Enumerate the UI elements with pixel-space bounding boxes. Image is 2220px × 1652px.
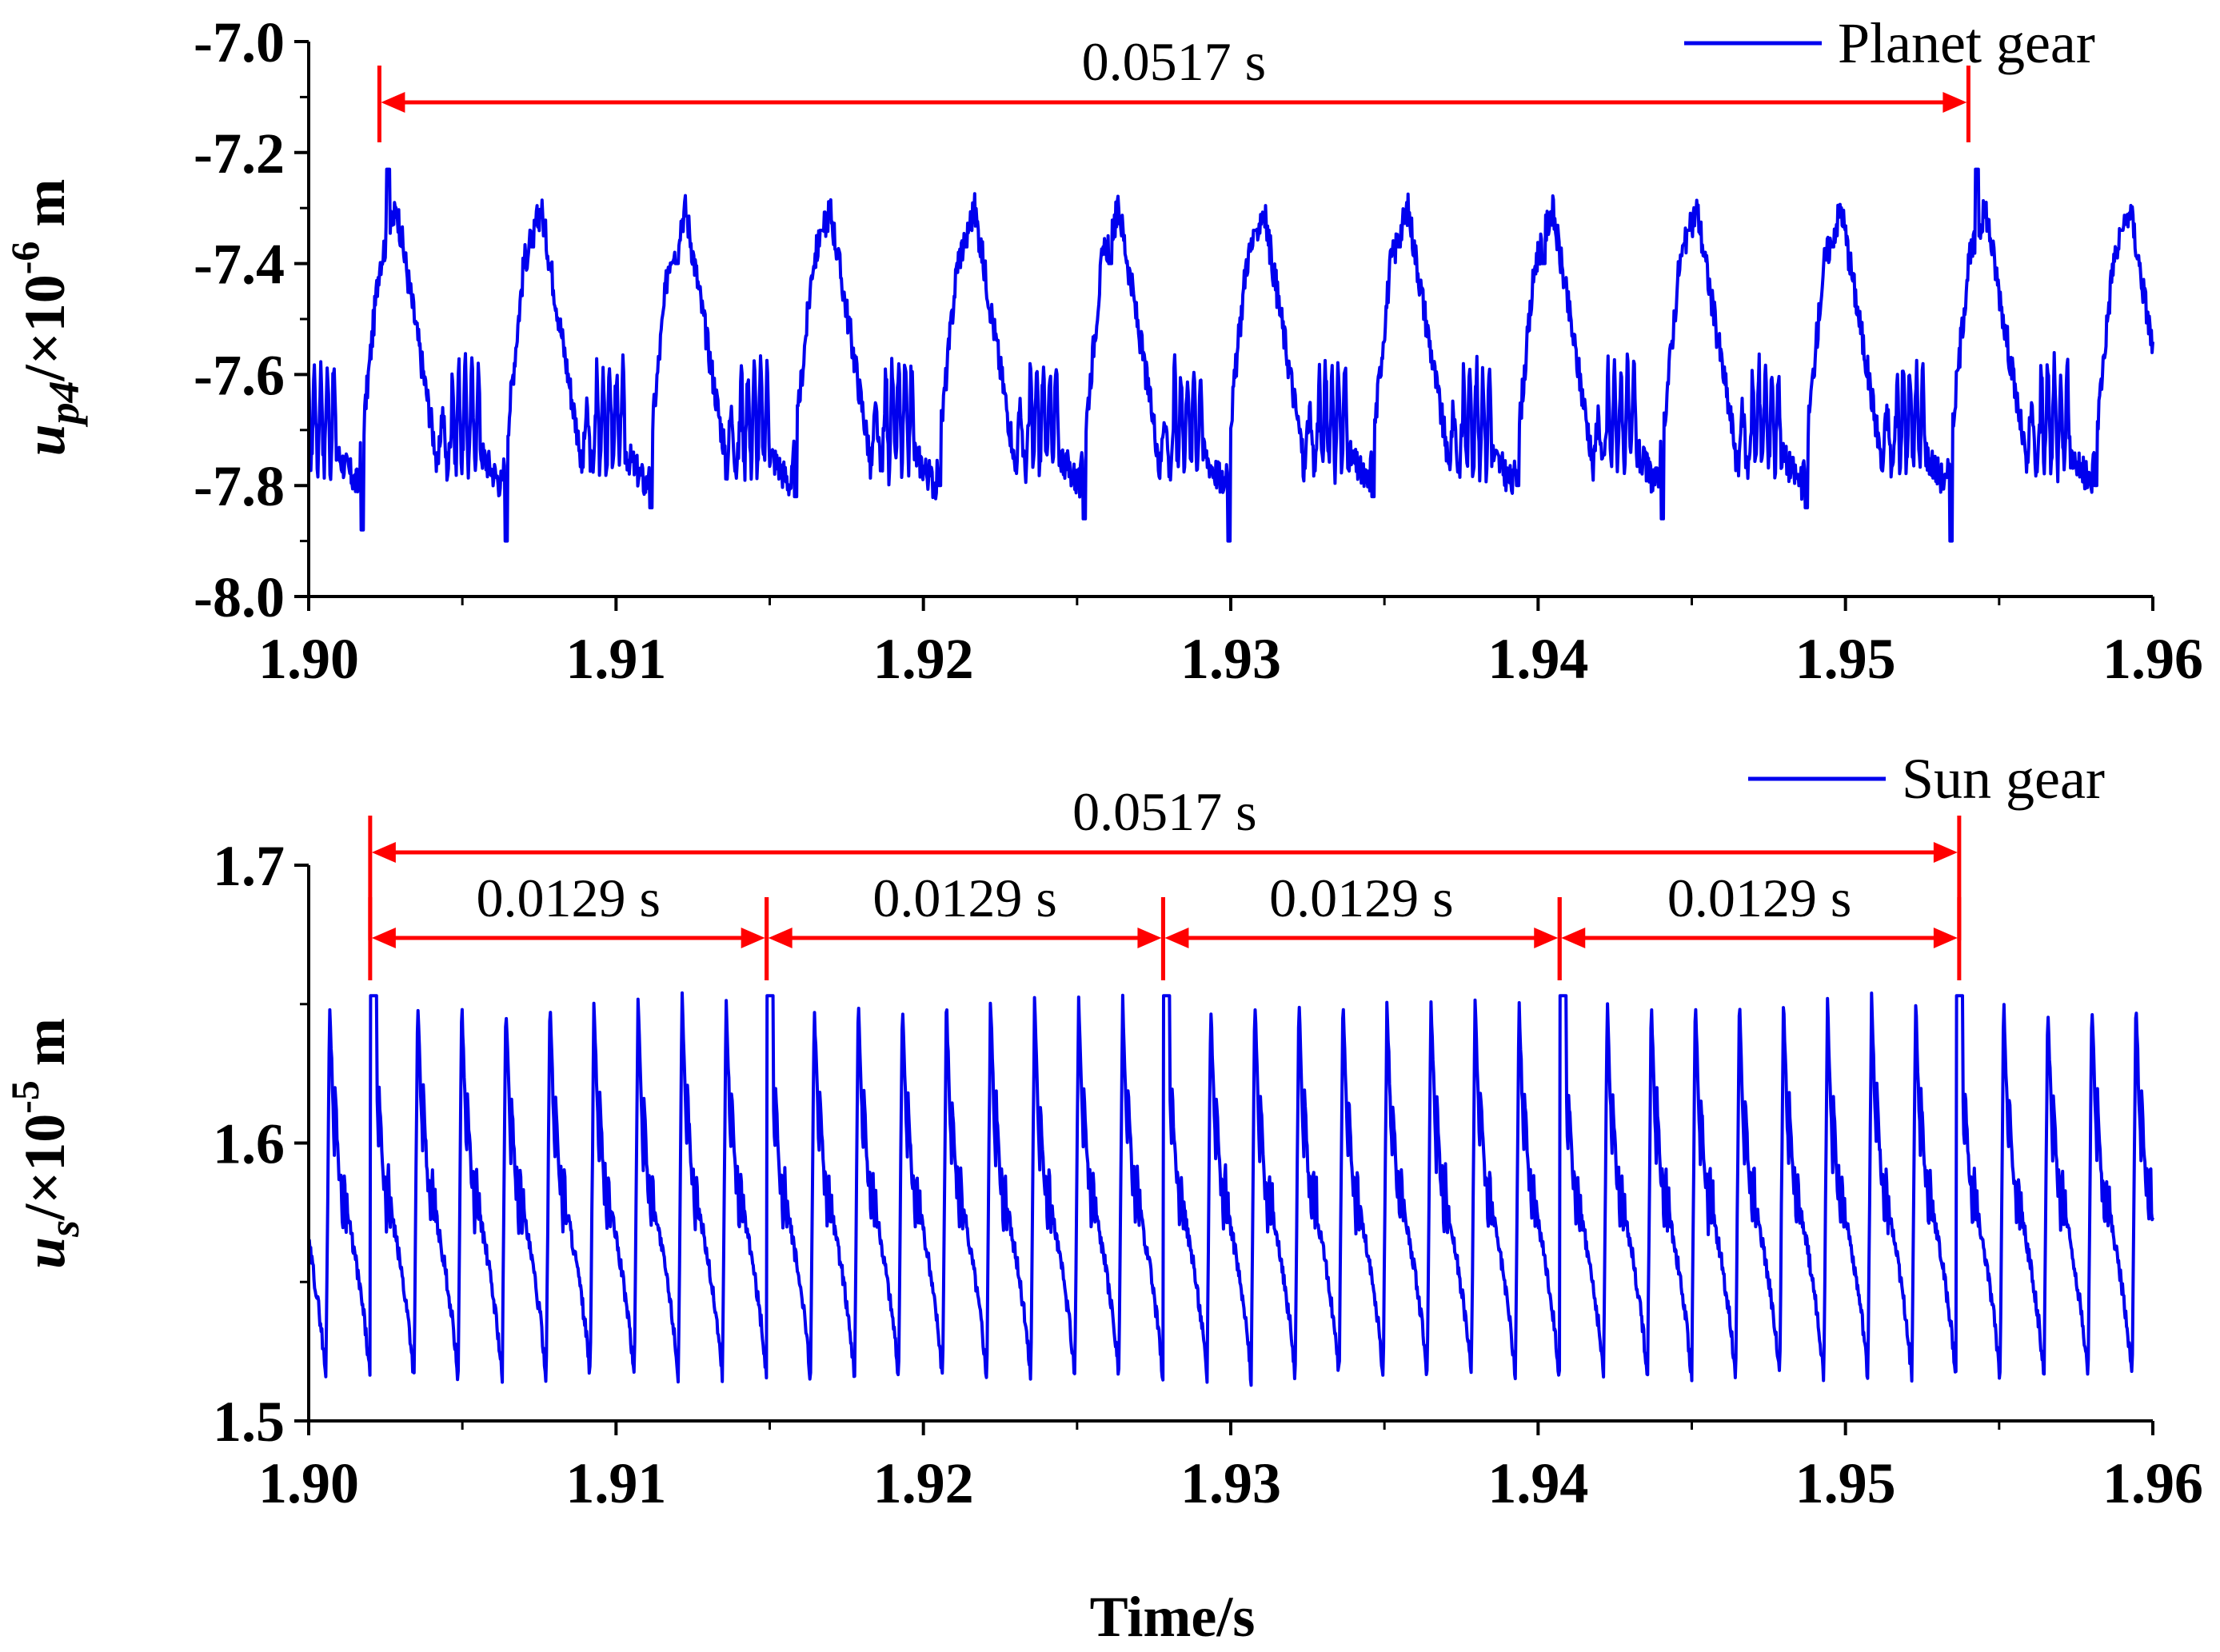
- legend-label: Sun gear: [1902, 747, 2105, 811]
- y-tick-label: 1.7: [213, 834, 285, 898]
- y-axis-label: up4/×10-6 m: [2, 179, 88, 457]
- planet-gear-panel: 0.0517 s 1.90 1.91 1.92 1.93 1.94 1.95 1.96 -7.…: [2, 10, 2203, 691]
- arrowhead: [1137, 928, 1162, 948]
- planet-gear-series: [307, 167, 2154, 543]
- y-tick-label: -7.2: [194, 122, 285, 186]
- dimension-label: 0.0517 s: [1082, 31, 1266, 92]
- arrowhead: [371, 842, 396, 863]
- y-label-symbol: u: [13, 1237, 77, 1269]
- arrowhead: [1534, 928, 1559, 948]
- arrowhead: [381, 92, 405, 113]
- y-tick-label: -7.0: [194, 10, 285, 74]
- arrowhead: [371, 928, 396, 948]
- dimension-label: 0.0129 s: [1667, 868, 1851, 928]
- y-tick-label: -7.4: [194, 233, 285, 297]
- x-tick-label: 1.92: [873, 1451, 974, 1515]
- arrowhead: [1933, 928, 1958, 948]
- y-tick-label: -7.6: [194, 343, 285, 407]
- x-axis-label: Time/s: [1090, 1585, 1256, 1649]
- dimension-annotation: 0.0129 s: [1160, 868, 1562, 980]
- arrowhead: [1561, 928, 1586, 948]
- x-tick-label: 1.91: [565, 1451, 666, 1515]
- y-label-unit: m: [13, 1018, 77, 1080]
- x-tick-label: 1.96: [2102, 627, 2203, 691]
- x-tick-label: 1.95: [1795, 1451, 1896, 1515]
- y-label-symbol: u: [13, 424, 77, 456]
- dimension-annotation: 0.0129 s: [765, 868, 1165, 980]
- sun-gear-panel: 0.0517 s0.0129 s 0.0129 s 0.0129 s 0.0129 s…: [2, 747, 2203, 1649]
- dimension-label: 0.0517 s: [1072, 781, 1256, 842]
- x-tick-label: 1.94: [1487, 627, 1588, 691]
- x-tick-label: 1.94: [1487, 1451, 1588, 1515]
- arrowhead: [768, 928, 793, 948]
- dimension-label: 0.0129 s: [872, 868, 1056, 928]
- x-tick-label: 1.93: [1180, 1451, 1281, 1515]
- planet-gear-legend: Planet gear: [1684, 11, 2095, 75]
- y-label-subscript: s: [40, 1220, 88, 1238]
- arrowhead: [1164, 928, 1189, 948]
- y-label-text: /×10: [13, 1114, 77, 1221]
- y-axis-label: us/×10-5 m: [2, 1018, 88, 1269]
- dimension-annotation: 0.0517 s: [377, 31, 1970, 142]
- arrowhead: [1933, 842, 1958, 863]
- y-label-subscript: p4: [40, 381, 88, 427]
- x-tick-label: 1.90: [258, 1451, 359, 1515]
- dimension-label: 0.0129 s: [477, 868, 661, 928]
- sun-gear-legend: Sun gear: [1748, 747, 2105, 811]
- dimension-annotation: 0.0517 s: [368, 781, 1962, 940]
- y-tick-label: -8.0: [194, 565, 285, 629]
- x-tick-label: 1.91: [565, 627, 666, 691]
- y-label-text: /×10: [13, 274, 77, 381]
- top-annotations: 0.0517 s: [377, 31, 1970, 142]
- y-tick-label: -7.8: [194, 454, 285, 518]
- sun-gear-series: [307, 991, 2154, 1387]
- y-tick-label: 1.6: [213, 1112, 285, 1176]
- legend-label: Planet gear: [1838, 11, 2095, 75]
- dimension-annotation: 0.0129 s: [368, 868, 769, 980]
- x-tick-label: 1.92: [873, 627, 974, 691]
- bottom-annotations: 0.0517 s0.0129 s 0.0129 s 0.0129 s 0.0129 s: [368, 781, 1962, 980]
- y-tick-label: 1.5: [213, 1390, 285, 1454]
- x-tick-label: 1.95: [1795, 627, 1896, 691]
- x-tick-label: 1.96: [2102, 1451, 2203, 1515]
- arrowhead: [1942, 92, 1967, 113]
- dimension-label: 0.0129 s: [1269, 868, 1453, 928]
- dimension-annotation: 0.0129 s: [1557, 868, 1962, 980]
- x-tick-label: 1.93: [1180, 627, 1281, 691]
- x-tick-label: 1.90: [258, 627, 359, 691]
- y-label-superscript: -6: [2, 241, 47, 275]
- y-label-superscript: -5: [2, 1080, 47, 1114]
- y-label-unit: m: [13, 179, 77, 241]
- arrowhead: [741, 928, 765, 948]
